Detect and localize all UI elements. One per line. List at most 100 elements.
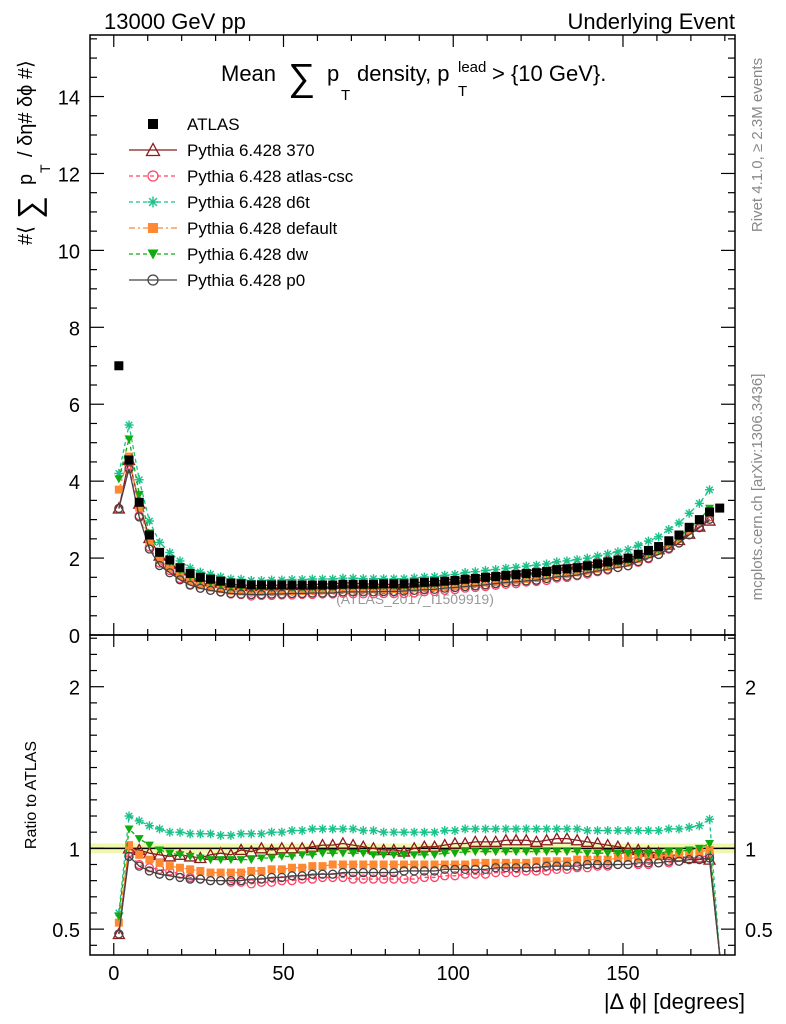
ratio-point xyxy=(368,826,378,836)
ratio-point xyxy=(521,848,531,857)
ratio-point xyxy=(633,858,643,868)
legend-label: Pythia 6.428 default xyxy=(187,219,338,238)
y-tick-label: 0 xyxy=(69,626,80,648)
star-stroke xyxy=(634,826,642,835)
ratio-point xyxy=(552,857,561,866)
data-point xyxy=(236,589,246,599)
ratio-point xyxy=(257,866,266,875)
atlas-data-point xyxy=(440,576,450,586)
ratio-point xyxy=(226,868,235,877)
atlas-data-point xyxy=(623,553,633,563)
star-stroke xyxy=(491,825,500,833)
ratio-point xyxy=(389,867,399,878)
ratio-point xyxy=(501,863,511,873)
chart-title: Mean ∑ p T density, p lead T > {10 GeV}. xyxy=(221,57,606,104)
star-stroke xyxy=(512,563,520,572)
ratio-point xyxy=(348,867,358,878)
data-point xyxy=(674,518,684,528)
ratio-tick-label-right: 2 xyxy=(745,678,756,700)
star-stroke xyxy=(308,825,317,833)
atlas-data-point xyxy=(542,567,552,577)
ratio-point xyxy=(175,827,185,837)
ratio-point xyxy=(521,863,531,873)
data-point xyxy=(134,512,144,522)
atlas-data-point xyxy=(705,507,715,517)
ratio-point xyxy=(582,859,592,870)
ratio-point xyxy=(562,857,571,866)
atlas-data-point xyxy=(287,580,297,590)
star-stroke xyxy=(695,499,704,508)
star-stroke xyxy=(298,826,306,835)
ratio-point xyxy=(244,844,258,857)
ratio-point xyxy=(458,836,472,849)
ratio-line xyxy=(118,815,721,956)
ratio-point xyxy=(450,860,459,869)
ratio-point xyxy=(358,849,368,858)
ratio-point xyxy=(236,856,246,865)
star-stroke xyxy=(267,828,276,836)
data-point xyxy=(124,420,134,430)
legend-label: Pythia 6.428 370 xyxy=(187,141,315,160)
title-sub-t2: T xyxy=(458,83,467,100)
ratio-point xyxy=(542,848,552,857)
star-stroke xyxy=(512,825,520,833)
data-point xyxy=(155,537,165,547)
data-point xyxy=(124,464,134,474)
atlas-data-point xyxy=(307,580,317,590)
ratio-point xyxy=(674,856,684,866)
atlas-data-point xyxy=(318,580,328,590)
ratio-point xyxy=(470,824,480,834)
data-point xyxy=(175,575,185,585)
ratio-point xyxy=(144,821,154,831)
ratio-point xyxy=(246,874,256,884)
series-pythia-6-428-370 xyxy=(112,453,717,592)
ratio-point xyxy=(542,857,551,866)
ratio-point xyxy=(389,860,398,869)
atlas-data-point xyxy=(593,559,603,569)
data-point xyxy=(643,536,653,546)
ratio-point xyxy=(542,824,552,834)
ratio-point xyxy=(470,864,480,874)
star-stroke xyxy=(135,817,143,825)
ratio-point xyxy=(358,874,368,884)
ratio-point xyxy=(287,852,297,861)
ratio-point xyxy=(165,849,175,858)
legend-label: Pythia 6.428 d6t xyxy=(187,193,310,212)
ratio-point xyxy=(664,856,674,866)
star-stroke xyxy=(593,552,602,560)
star-stroke xyxy=(685,509,693,517)
ratio-point xyxy=(399,851,409,860)
ratio-point xyxy=(134,816,144,826)
ratio-point xyxy=(419,827,429,837)
ratio-point xyxy=(317,872,328,883)
ratio-point xyxy=(489,835,503,848)
ratio-point xyxy=(186,865,195,874)
ratio-point xyxy=(379,860,388,869)
ratio-point xyxy=(298,863,307,872)
ratio-series-pythia-6-428-d6t xyxy=(114,811,721,956)
star-stroke xyxy=(593,826,602,835)
ratio-point xyxy=(287,876,297,886)
star-stroke xyxy=(318,825,327,833)
ratio-point xyxy=(134,835,144,844)
legend-marker xyxy=(147,170,159,182)
ratio-point xyxy=(480,848,490,857)
ratio-point xyxy=(429,866,440,876)
atlas-data-point xyxy=(379,579,389,589)
ratio-point xyxy=(368,851,378,860)
ratio-point xyxy=(305,839,319,852)
data-point xyxy=(114,503,124,514)
ratio-point xyxy=(427,839,442,852)
data-point xyxy=(603,549,613,559)
star-stroke xyxy=(257,830,266,838)
ratio-point xyxy=(205,876,216,886)
star-stroke xyxy=(624,826,632,835)
ratio-point xyxy=(338,867,348,878)
ratio-point xyxy=(155,824,165,834)
ratio-point xyxy=(705,814,715,824)
star-stroke xyxy=(125,812,133,820)
data-point xyxy=(144,516,154,526)
ratio-point xyxy=(297,871,307,881)
ratio-point xyxy=(318,862,327,871)
